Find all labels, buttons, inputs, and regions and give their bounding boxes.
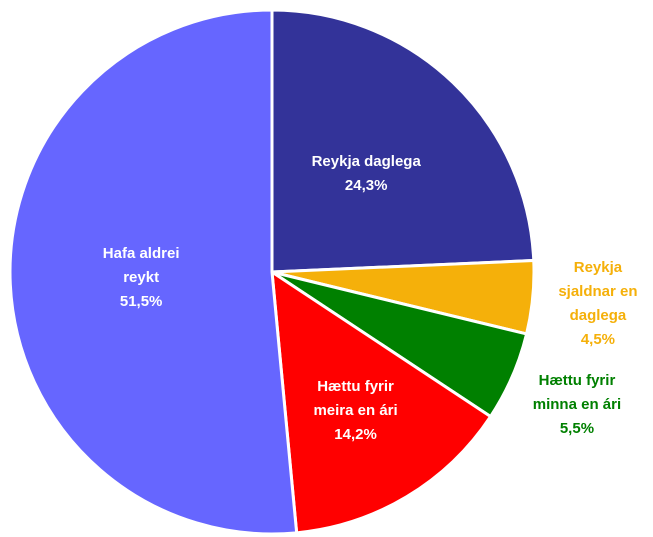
slice-label: Reykja daglega 24,3% xyxy=(306,150,426,198)
pie-slice xyxy=(270,269,493,535)
slice-label: Reykja sjaldnar en daglega 4,5% xyxy=(538,256,653,352)
category-label: Hafa aldrei reykt xyxy=(102,245,180,287)
value-label: 5,5% xyxy=(559,420,595,438)
value-label: 24,3% xyxy=(344,176,388,194)
pie-slice xyxy=(270,8,536,274)
category-label: Hættu fyrir meira en ári xyxy=(313,378,398,420)
slice-label: Hættu fyrir meira en ári 14,2% xyxy=(296,375,416,447)
category-label: Reykja daglega xyxy=(311,152,421,170)
slice-label: Hættu fyrir minna en ári 5,5% xyxy=(517,369,637,441)
slice-label: Hafa aldrei reykt 51,5% xyxy=(81,242,201,314)
value-label: 14,2% xyxy=(334,426,377,444)
value-label: 4,5% xyxy=(580,330,616,348)
category-label: Reykja sjaldnar en daglega xyxy=(558,258,638,324)
pie-slice xyxy=(8,8,299,536)
category-label: Hættu fyrir minna en ári xyxy=(532,372,622,414)
value-label: 51,5% xyxy=(119,293,163,311)
